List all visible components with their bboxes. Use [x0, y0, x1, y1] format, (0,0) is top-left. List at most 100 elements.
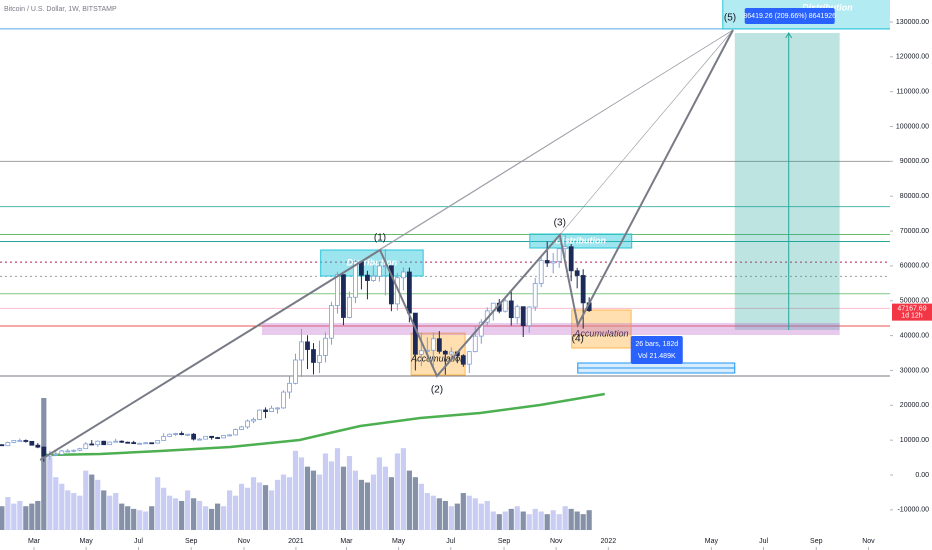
volume-bar — [53, 477, 59, 530]
candle-body — [215, 437, 221, 439]
candle-body — [95, 440, 101, 446]
candle-body — [353, 261, 358, 298]
candle-body — [161, 436, 167, 441]
candle-body — [502, 300, 508, 312]
volume-bar — [586, 510, 592, 530]
volume-bar — [119, 503, 125, 530]
volume-bar — [418, 483, 424, 530]
candle-body — [107, 441, 113, 446]
volume-bar — [71, 493, 77, 530]
y-tick-label: 70000.00 — [900, 228, 929, 235]
candle-body — [365, 274, 370, 281]
candle-body — [347, 296, 352, 318]
candle-body — [173, 433, 179, 435]
candle-body — [371, 275, 376, 281]
candle-body — [65, 450, 71, 453]
volume-bar — [179, 500, 185, 530]
x-tick-label: Jul — [759, 538, 768, 545]
volume-bar — [47, 457, 53, 530]
volume-bar — [526, 514, 532, 530]
volume-bar — [514, 506, 520, 530]
candle-body — [520, 306, 526, 327]
y-tick-label: 50000.00 — [900, 298, 929, 305]
volume-bar — [143, 511, 149, 530]
candle-body — [341, 274, 346, 318]
y-tick-label: 30000.00 — [900, 367, 929, 374]
candle-body — [77, 448, 83, 451]
moving-average — [44, 392, 605, 457]
candle-body — [377, 265, 382, 277]
volume-bar — [29, 503, 35, 530]
y-tick-label: -10000.00 — [897, 507, 929, 514]
candle-body — [191, 433, 197, 440]
wave-label: (1) — [374, 233, 386, 244]
candle-body — [137, 442, 143, 445]
candle-body — [293, 359, 298, 384]
candle-body — [466, 351, 472, 365]
candle-body — [251, 419, 256, 422]
candle-body — [317, 355, 322, 363]
zone-label: Distribution — [347, 257, 398, 267]
y-tick-label: 90000.00 — [900, 158, 929, 165]
volume-bar — [173, 498, 179, 530]
candle-body — [311, 349, 316, 363]
volume-bar — [340, 466, 347, 530]
y-tick-label: 80000.00 — [900, 193, 929, 200]
volume-bar — [580, 514, 586, 530]
candle-body — [23, 440, 29, 442]
candle-body — [287, 382, 292, 393]
candle-body — [89, 443, 95, 446]
volume-bar — [442, 500, 448, 530]
volume-bar — [5, 497, 11, 530]
y-tick-label: 130000.00 — [896, 19, 929, 26]
candle-body — [245, 420, 250, 428]
volume-bar — [544, 514, 550, 530]
volume-bar — [185, 490, 191, 530]
volume-bar — [286, 477, 293, 530]
volume-bar — [394, 453, 400, 530]
candle-body — [406, 271, 412, 314]
zone-label: Distribution — [802, 2, 853, 12]
candle-body — [185, 433, 191, 436]
volume-bar — [316, 474, 323, 530]
volume-bar — [388, 477, 394, 530]
x-tick-label: Sep — [185, 538, 198, 545]
candle-body — [167, 433, 173, 437]
volume-bar — [125, 506, 131, 530]
candle-body — [5, 442, 11, 447]
candle-body — [388, 265, 394, 305]
volume-bar — [155, 477, 161, 530]
candle-body — [472, 335, 478, 353]
volume-bar — [532, 508, 538, 530]
volume-bar — [17, 500, 23, 530]
zone-box — [529, 233, 633, 249]
candle-body — [508, 300, 514, 319]
volume-bar — [448, 506, 454, 530]
volume-bar — [41, 398, 47, 530]
x-tick-label: May — [392, 538, 406, 545]
volume-bar — [131, 508, 137, 530]
range-info: Vol 21.489K — [638, 353, 676, 360]
volume-bar — [436, 498, 442, 530]
candle-body — [460, 355, 466, 365]
volume-bar — [197, 500, 203, 530]
candle-body — [119, 440, 125, 443]
volume-bar — [250, 477, 257, 530]
candle-body — [41, 446, 47, 457]
candle-body — [233, 429, 238, 436]
range-info: 26 bars, 182d — [635, 341, 678, 348]
volume-bar — [220, 506, 227, 530]
volume-bar — [562, 506, 568, 530]
x-tick-label: Sep — [810, 538, 823, 545]
y-tick-label: 40000.00 — [900, 332, 929, 339]
volume-bar — [328, 461, 335, 530]
candle-body — [436, 338, 442, 352]
wave-label: (5) — [724, 13, 736, 24]
volume-bar — [149, 506, 155, 530]
volume-bar — [65, 490, 71, 530]
volume-bar — [490, 511, 496, 530]
chart-title: Bitcoin / U.S. Dollar, 1W, BITSTAMP — [4, 6, 117, 13]
candle-body — [538, 260, 544, 284]
volume-bar — [23, 506, 29, 530]
